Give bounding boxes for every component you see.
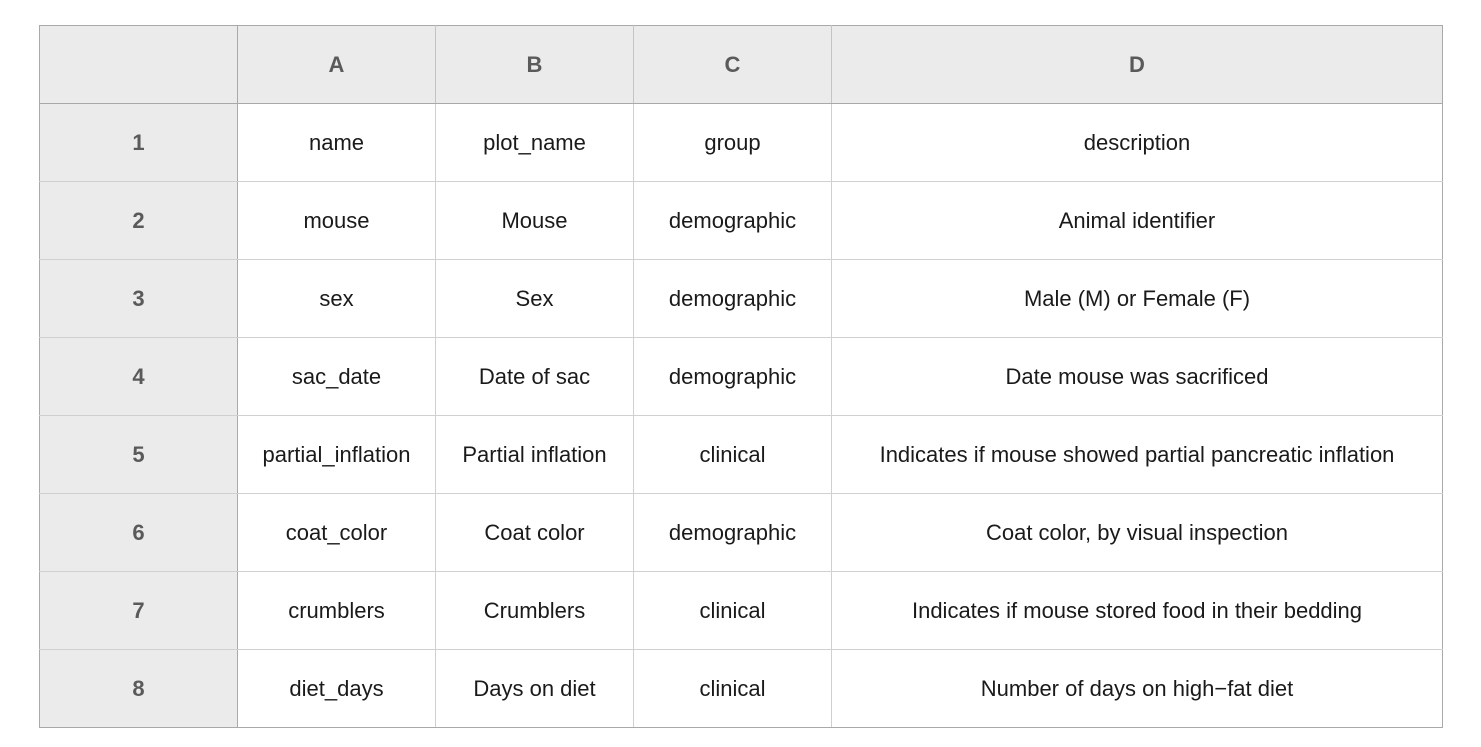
cell[interactable]: partial_inflation xyxy=(237,415,436,494)
cell[interactable]: Date mouse was sacrificed xyxy=(831,337,1443,416)
cell[interactable]: name xyxy=(237,103,436,182)
cell[interactable]: Number of days on high−fat diet xyxy=(831,649,1443,728)
row-header[interactable]: 1 xyxy=(39,103,238,182)
cell[interactable]: plot_name xyxy=(435,103,634,182)
row-header[interactable]: 6 xyxy=(39,493,238,572)
select-all-corner[interactable] xyxy=(39,25,238,104)
cell[interactable]: Male (M) or Female (F) xyxy=(831,259,1443,338)
cell[interactable]: clinical xyxy=(633,415,832,494)
cell[interactable]: demographic xyxy=(633,259,832,338)
cell[interactable]: Indicates if mouse showed partial pancre… xyxy=(831,415,1443,494)
cell[interactable]: coat_color xyxy=(237,493,436,572)
row-header[interactable]: 8 xyxy=(39,649,238,728)
table-row: 7 crumblers Crumblers clinical Indicates… xyxy=(39,571,1443,650)
cell[interactable]: clinical xyxy=(633,649,832,728)
cell[interactable]: sex xyxy=(237,259,436,338)
cell[interactable]: Coat color, by visual inspection xyxy=(831,493,1443,572)
column-header-a[interactable]: A xyxy=(237,25,436,104)
row-header[interactable]: 2 xyxy=(39,181,238,260)
cell[interactable]: Date of sac xyxy=(435,337,634,416)
table-row: 1 name plot_name group description xyxy=(39,103,1443,182)
row-header[interactable]: 3 xyxy=(39,259,238,338)
cell[interactable]: Days on diet xyxy=(435,649,634,728)
column-header-d[interactable]: D xyxy=(831,25,1443,104)
table-row: 6 coat_color Coat color demographic Coat… xyxy=(39,493,1443,572)
cell[interactable]: description xyxy=(831,103,1443,182)
cell[interactable]: Animal identifier xyxy=(831,181,1443,260)
cell[interactable]: diet_days xyxy=(237,649,436,728)
cell[interactable]: Indicates if mouse stored food in their … xyxy=(831,571,1443,650)
cell[interactable]: group xyxy=(633,103,832,182)
cell[interactable]: crumblers xyxy=(237,571,436,650)
row-header[interactable]: 4 xyxy=(39,337,238,416)
table-row: 2 mouse Mouse demographic Animal identif… xyxy=(39,181,1443,260)
cell[interactable]: sac_date xyxy=(237,337,436,416)
table-row: 8 diet_days Days on diet clinical Number… xyxy=(39,649,1443,728)
row-header[interactable]: 7 xyxy=(39,571,238,650)
column-header-row: A B C D xyxy=(39,25,1443,104)
cell[interactable]: clinical xyxy=(633,571,832,650)
cell[interactable]: Mouse xyxy=(435,181,634,260)
cell[interactable]: mouse xyxy=(237,181,436,260)
cell[interactable]: demographic xyxy=(633,337,832,416)
row-header[interactable]: 5 xyxy=(39,415,238,494)
cell[interactable]: demographic xyxy=(633,493,832,572)
spreadsheet-table: A B C D 1 name plot_name group descripti… xyxy=(39,25,1443,728)
cell[interactable]: Partial inflation xyxy=(435,415,634,494)
column-header-c[interactable]: C xyxy=(633,25,832,104)
column-header-b[interactable]: B xyxy=(435,25,634,104)
cell[interactable]: Coat color xyxy=(435,493,634,572)
cell[interactable]: Sex xyxy=(435,259,634,338)
table-row: 3 sex Sex demographic Male (M) or Female… xyxy=(39,259,1443,338)
table-row: 4 sac_date Date of sac demographic Date … xyxy=(39,337,1443,416)
table-row: 5 partial_inflation Partial inflation cl… xyxy=(39,415,1443,494)
cell[interactable]: Crumblers xyxy=(435,571,634,650)
cell[interactable]: demographic xyxy=(633,181,832,260)
